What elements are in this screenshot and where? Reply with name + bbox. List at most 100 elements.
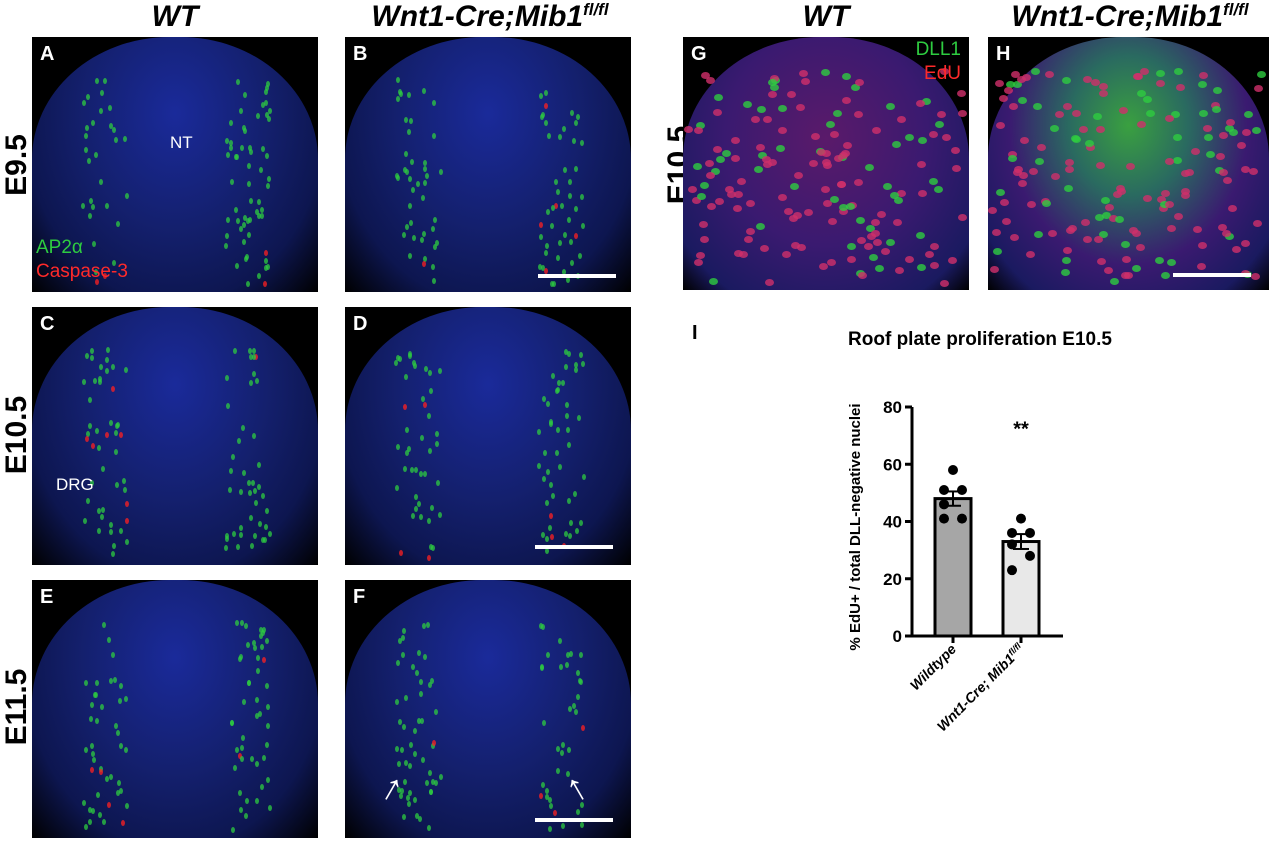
stain-dot — [765, 279, 775, 287]
stain-dot — [545, 547, 550, 554]
stain-dot — [580, 139, 585, 146]
stain-dot — [924, 250, 934, 258]
stain-dot — [90, 355, 95, 362]
stain-dot — [412, 796, 417, 803]
stain-dot — [82, 99, 87, 106]
stain-dot — [538, 221, 543, 228]
stain-dot — [242, 470, 247, 477]
stain-dot — [404, 223, 409, 230]
stain-dot — [435, 240, 440, 247]
stain-dot — [845, 203, 855, 211]
stain-dot — [757, 152, 767, 160]
stain-dot — [405, 450, 410, 457]
stain-dot — [261, 492, 266, 499]
stain-dot — [871, 127, 881, 135]
stain-dot — [567, 350, 572, 357]
stain-dot — [93, 151, 98, 158]
stain-dot — [1035, 158, 1045, 166]
stain-dot — [542, 396, 547, 403]
stain-dot — [95, 427, 100, 434]
stain-dot — [233, 764, 238, 771]
stain-dot — [942, 133, 952, 141]
stain-dot — [119, 682, 124, 689]
stain-dot — [263, 89, 268, 96]
stain-dot — [242, 127, 247, 134]
y-axis-label: % EdU+ / total DLL-negative nuclei — [847, 403, 864, 650]
stain-dot — [431, 743, 436, 750]
stain-dots — [32, 580, 318, 838]
stain-dot — [431, 278, 436, 285]
stain-dot — [558, 664, 563, 671]
stain-dot — [577, 414, 582, 421]
stain-dot — [557, 464, 562, 471]
stain-dot — [104, 357, 109, 364]
y-tick-label: 20 — [883, 570, 902, 589]
stain-dot — [397, 637, 402, 644]
stain-dot — [1083, 236, 1093, 244]
stain-dot — [118, 698, 123, 705]
stain-dot — [425, 621, 430, 628]
stain-dot — [252, 354, 257, 361]
stain-dot — [1017, 76, 1027, 84]
tissue — [32, 37, 318, 292]
stain-dot — [395, 443, 400, 450]
stain-dot — [413, 362, 418, 369]
scale-bar — [535, 545, 613, 549]
stain-dot — [239, 524, 244, 531]
stain-dot — [541, 781, 546, 788]
stain-dot — [551, 372, 556, 379]
stain-dot — [544, 90, 549, 97]
stain-dot — [250, 480, 255, 487]
stain-dot — [435, 431, 440, 438]
stain-dot — [111, 126, 116, 133]
stain-dot — [1019, 137, 1029, 145]
stain-dot — [543, 449, 548, 456]
stain-dot — [397, 761, 402, 768]
panel-a-image: A NT AP2α Caspase-3 — [32, 37, 318, 292]
stain-dot — [573, 232, 578, 239]
stain-dot — [566, 277, 571, 284]
stain-dot — [246, 642, 251, 649]
stain-dot — [396, 355, 401, 362]
stain-dot — [756, 106, 766, 114]
stain-dot — [106, 636, 111, 643]
stain-dot — [1122, 256, 1132, 264]
panel-h-image: H — [988, 37, 1269, 290]
stain-dot — [232, 348, 237, 355]
stain-dot — [539, 92, 544, 99]
stain-dot — [430, 226, 435, 233]
stain-dot — [1166, 258, 1176, 266]
mutant-sup: fl/fl — [583, 0, 609, 19]
column-title-mutant: Wnt1-Cre;Mib1fl/fl — [345, 0, 635, 34]
stain-dot — [891, 140, 901, 148]
data-point — [1007, 539, 1017, 550]
stain-dot — [543, 267, 548, 274]
stain-dot — [999, 94, 1009, 102]
stain-dot — [397, 88, 402, 95]
stain-dot — [428, 543, 433, 550]
stain-dot — [1085, 140, 1095, 148]
stain-dot — [564, 364, 569, 371]
stain-dot — [854, 111, 864, 119]
stain-dot — [427, 554, 432, 561]
stain-dot — [715, 155, 725, 163]
stain-dot — [545, 794, 550, 801]
stain-dot — [421, 194, 426, 201]
stain-dot — [1085, 144, 1095, 152]
stain-dot — [549, 280, 554, 287]
stain-dot — [1094, 235, 1104, 243]
stain-dot — [404, 168, 409, 175]
stain-dot — [87, 806, 92, 813]
stain-dot — [417, 815, 422, 822]
stain-dot — [1225, 233, 1235, 241]
stain-dot — [578, 252, 583, 259]
stain-dot — [265, 153, 270, 160]
stain-dot — [866, 232, 876, 240]
panel-f-image: F ↑ ↑ — [345, 580, 631, 838]
stain-dot — [846, 243, 856, 251]
stain-dot — [98, 379, 103, 386]
stain-dot — [97, 811, 102, 818]
stain-dot — [762, 116, 772, 124]
stain-dot — [118, 528, 123, 535]
stain-dot — [918, 189, 928, 197]
